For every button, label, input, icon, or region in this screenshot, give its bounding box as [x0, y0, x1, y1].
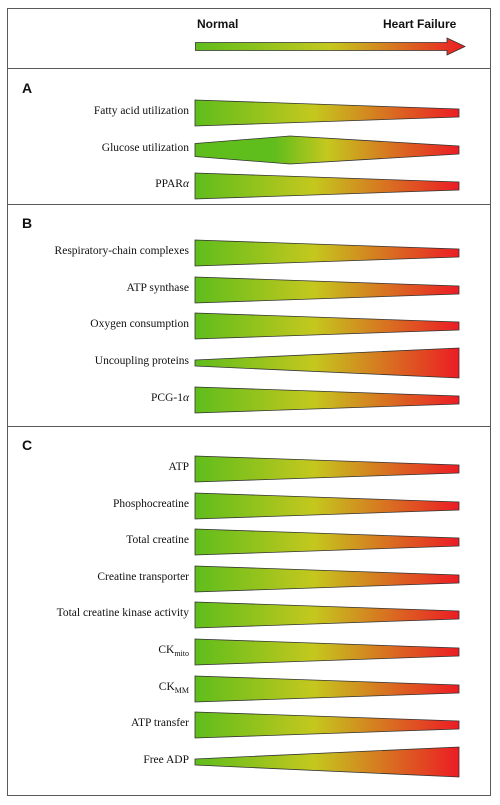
row-label: Respiratory-chain complexes: [55, 245, 189, 257]
legend-gradient-arrow: [195, 37, 466, 56]
panel-divider-bc: [8, 426, 490, 427]
trend-shape-decrease: [194, 675, 460, 703]
row-label-text: ATP synthase: [126, 281, 189, 294]
trend-shape-fill: [194, 492, 460, 520]
row-label: Creatine transporter: [97, 571, 189, 583]
trend-shape-fill: [194, 455, 460, 483]
row-label-text: CK: [158, 680, 175, 693]
trend-shape-fill: [194, 638, 460, 666]
row-label-text: Oxygen consumption: [90, 318, 189, 331]
trend-shape-fill: [194, 347, 460, 379]
trend-shape-fill: [194, 135, 460, 164]
trend-shape-fill: [194, 746, 460, 778]
panel-divider-ab: [8, 204, 490, 205]
legend-normal-label: Normal: [197, 17, 239, 31]
panel-letter-b: B: [22, 215, 33, 231]
row-label-text: Total creatine: [126, 534, 189, 547]
row-label-text: Glucose utilization: [101, 141, 189, 154]
row-label-text: Total creatine kinase activity: [56, 607, 189, 620]
trend-shape-decrease: [194, 312, 460, 340]
row-label-text: Fatty acid utilization: [93, 105, 189, 117]
trend-shape-fill: [194, 565, 460, 593]
trend-shape-increase: [194, 347, 460, 379]
trend-shape-fill: [194, 386, 460, 414]
trend-shape-decrease: [194, 711, 460, 739]
trend-shape-decrease: [194, 386, 460, 414]
row-label-text: Phosphocreatine: [112, 497, 189, 510]
trend-shape-decrease: [194, 565, 460, 593]
row-label-text: Free ADP: [143, 753, 189, 766]
trend-shape-decrease: [194, 455, 460, 483]
row-label: Total creatine kinase activity: [57, 607, 189, 619]
row-label: Free ADP: [143, 754, 189, 766]
row-label: Uncoupling proteins: [95, 355, 189, 367]
row-label-text: Creatine transporter: [97, 570, 189, 583]
trend-shape-decrease: [194, 276, 460, 304]
trend-shape-fill: [194, 528, 460, 556]
row-label: Glucose utilization: [102, 142, 189, 154]
row-label: Phosphocreatine: [113, 498, 189, 510]
legend-heart-failure-label: Heart Failure: [383, 17, 457, 31]
row-label: Fatty acid utilization: [94, 105, 189, 117]
trend-shape-decrease: [194, 239, 460, 267]
row-label-subscript: mito: [174, 649, 189, 658]
trend-shape-fill: [194, 172, 460, 200]
trend-shape-decrease: [194, 601, 460, 629]
trend-shape-increase: [194, 746, 460, 778]
panel-letter-a: A: [22, 80, 33, 96]
trend-shape-decrease: [194, 492, 460, 520]
trend-shape-fill: [194, 276, 460, 304]
row-label-greek: α: [182, 391, 189, 404]
row-label: PCG-1α: [151, 392, 189, 404]
trend-shape-fill: [194, 711, 460, 739]
trend-shape-fill: [194, 675, 460, 703]
trend-shape-increase-then-decrease: [194, 135, 460, 164]
trend-shape-decrease: [194, 528, 460, 556]
trend-shape-fill: [194, 99, 460, 127]
panel-letter-c: C: [22, 437, 33, 453]
legend-divider: [8, 68, 490, 69]
row-label-text: Respiratory-chain complexes: [54, 245, 189, 257]
row-label-text: Uncoupling proteins: [94, 355, 189, 368]
trend-shape-fill: [194, 601, 460, 629]
row-label: Oxygen consumption: [90, 318, 189, 330]
trend-shape-fill: [194, 312, 460, 340]
trend-shape-fill: [194, 239, 460, 267]
row-label: ATP transfer: [131, 717, 189, 729]
trend-shape-decrease: [194, 172, 460, 200]
row-label-text: PPAR: [155, 178, 183, 190]
row-label-subscript: MM: [174, 685, 189, 695]
row-label: CKmito: [158, 644, 189, 658]
row-label: ATP synthase: [126, 282, 189, 294]
row-label-text: PCG-1: [151, 391, 183, 404]
trend-shape-decrease: [194, 99, 460, 127]
row-label: ATP: [169, 461, 189, 473]
trend-shape-decrease: [194, 638, 460, 666]
row-label-text: ATP transfer: [130, 717, 189, 730]
row-label: PPARα: [155, 178, 189, 190]
row-label-text: CK: [158, 644, 175, 656]
row-label: Total creatine: [126, 534, 189, 546]
row-label-greek: α: [182, 178, 189, 190]
row-label-text: ATP: [168, 461, 189, 473]
row-label: CKMM: [159, 681, 189, 695]
